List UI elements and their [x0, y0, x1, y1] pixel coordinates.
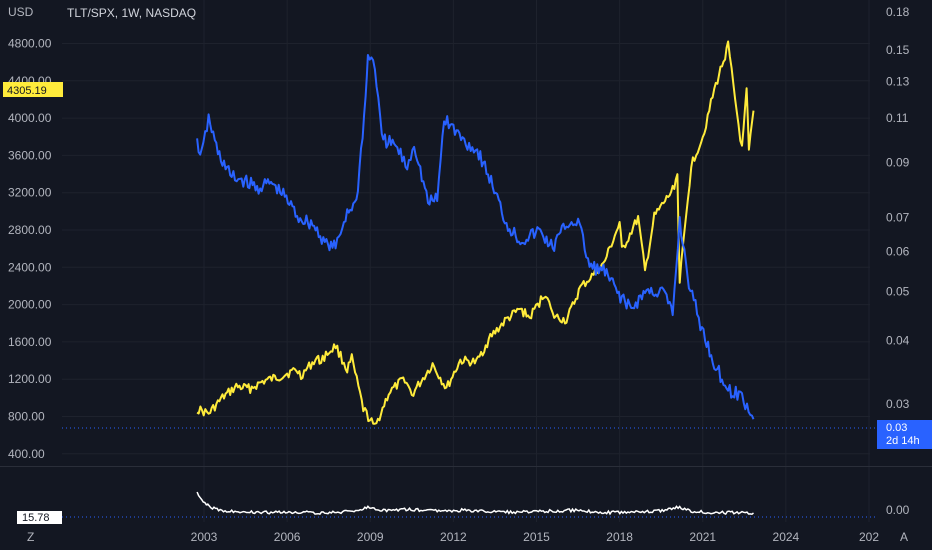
ratio-price-tag-value: 0.03: [886, 422, 907, 434]
left-axis-tick-label: 4800.00: [8, 37, 52, 51]
grid-lines: [0, 0, 932, 522]
left-axis-tick-label: 400.00: [8, 447, 45, 461]
right-axis-tick-label: 0.18: [886, 5, 910, 19]
right-price-axis: 0.18 0.15 0.13 0.11 0.09 0.07 0.06 0.05 0.04 0.03…: [886, 5, 910, 517]
left-axis-tick-label: 1200.00: [8, 372, 52, 386]
time-axis-tick-label: 202: [859, 530, 879, 544]
right-axis-tick-label: 0.07: [886, 211, 910, 225]
left-axis-tick-label: 2400.00: [8, 260, 52, 274]
left-axis-tick-label: 1600.00: [8, 335, 52, 349]
left-axis-tick-label: 2000.00: [8, 298, 52, 312]
lower-indicator-pane: [62, 491, 877, 518]
right-axis-tick-label: 0.04: [886, 334, 910, 348]
spx-price-tag-label: 4305.19: [7, 85, 47, 97]
spx-series-line: [196, 40, 755, 425]
lower-pane-value-tag: [17, 511, 62, 524]
time-axis-tick-label: 2018: [606, 530, 633, 544]
right-axis-tick-label: 0.05: [886, 285, 910, 299]
time-axis-tick-label: 2009: [357, 530, 384, 544]
ratio-price-tag: [877, 420, 932, 449]
left-axis-tick-label: 4000.00: [8, 111, 52, 125]
tlt-spx-ratio-line: [196, 54, 755, 420]
lower-pane-tick-label: 0.00: [886, 503, 910, 517]
right-axis-tick-label: 0.13: [886, 74, 910, 88]
time-axis-tick-label: 2012: [440, 530, 467, 544]
timezone-toggle-icon[interactable]: Z: [27, 530, 34, 544]
left-axis-tick-label: 2800.00: [8, 223, 52, 237]
currency-label: USD: [8, 5, 34, 19]
ratio-price-tag-countdown: 2d 14h: [886, 435, 920, 447]
spx-price-tag: [3, 82, 63, 97]
left-axis-tick-label: 800.00: [8, 410, 45, 424]
time-axis-tick-label: 2015: [523, 530, 550, 544]
left-price-axis: 4800.004400.004000.003600.003200.002800.…: [8, 37, 52, 461]
right-axis-tick-label: 0.06: [886, 245, 910, 259]
left-axis-tick-label: 3600.00: [8, 148, 52, 162]
lower-indicator-line: [196, 491, 754, 516]
auto-scale-icon[interactable]: A: [900, 530, 908, 544]
time-axis: 2003 2006 2009 2012 2015 2018 2021 2024 202: [191, 530, 880, 544]
symbol-title[interactable]: TLT/SPX, 1W, NASDAQ: [67, 6, 196, 20]
time-axis-tick-label: 2021: [689, 530, 716, 544]
time-axis-tick-label: 2006: [274, 530, 301, 544]
right-axis-tick-label: 0.15: [886, 43, 910, 57]
time-axis-tick-label: 2024: [773, 530, 800, 544]
right-axis-tick-label: 0.03: [886, 397, 910, 411]
series-layer: [62, 40, 877, 429]
time-axis-tick-label: 2003: [191, 530, 218, 544]
right-axis-tick-label: 0.11: [886, 111, 909, 125]
left-axis-tick-label: 3200.00: [8, 186, 52, 200]
lower-pane-value-tag-label: 15.78: [22, 512, 50, 524]
right-axis-tick-label: 0.09: [886, 155, 910, 169]
